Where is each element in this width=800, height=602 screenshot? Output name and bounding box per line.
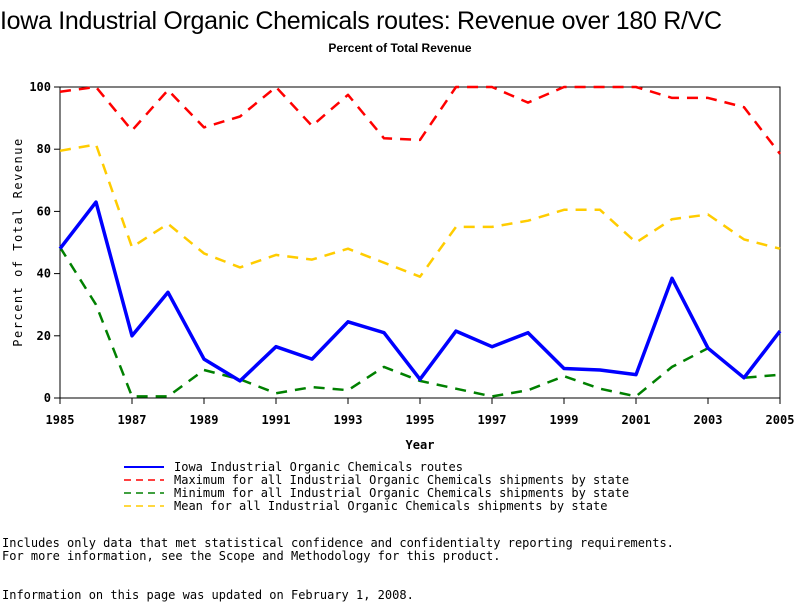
y-axis-label: Percent of Total Revenue: [11, 137, 25, 346]
chart-title: Iowa Industrial Organic Chemicals routes…: [0, 7, 722, 35]
x-tick-label: 1985: [46, 413, 75, 427]
x-tick-label: 2001: [622, 413, 651, 427]
y-tick-label: 60: [37, 204, 51, 218]
x-tick-label: 1991: [262, 413, 291, 427]
legend-label: Minimum for all Industrial Organic Chemi…: [174, 486, 629, 500]
x-tick-label: 1995: [406, 413, 435, 427]
x-axis-ticks: 1985 1987 1989 1991 1993 1995 1997 1999 2001 2003…: [46, 398, 795, 427]
x-tick-label: 2003: [694, 413, 723, 427]
series-lines: [58, 85, 782, 398]
series-line-1: [59, 85, 781, 155]
legend: Iowa Industrial Organic Chemicals routes…: [124, 460, 629, 513]
plot-frame: [59, 86, 781, 399]
y-tick-label: 80: [37, 142, 51, 156]
x-tick-label: 1997: [478, 413, 507, 427]
x-tick-label: 1999: [550, 413, 579, 427]
x-tick-label: 1987: [118, 413, 147, 427]
series-line-2: [58, 246, 781, 398]
y-tick-label: 0: [44, 391, 51, 405]
x-tick-label: 1993: [334, 413, 363, 427]
x-tick-label: 2005: [766, 413, 795, 427]
y-tick-label: 40: [37, 267, 51, 281]
series-line-3: [59, 143, 781, 278]
legend-label: Iowa Industrial Organic Chemicals routes: [174, 460, 463, 474]
x-axis-label: Year: [406, 438, 435, 452]
footnote-updated: Information on this page was updated on …: [2, 588, 414, 602]
legend-label: Mean for all Industrial Organic Chemical…: [174, 499, 607, 513]
footnote-confidence: Includes only data that met statistical …: [2, 536, 674, 550]
footnote-methodology: For more information, see the Scope and …: [2, 549, 501, 563]
series-line-0: [58, 200, 782, 383]
y-axis-ticks: 0 20 40 60 80 100: [29, 80, 60, 405]
legend-label: Maximum for all Industrial Organic Chemi…: [174, 473, 629, 487]
chart-subtitle: Percent of Total Revenue: [328, 41, 472, 55]
x-tick-label: 1989: [190, 413, 219, 427]
y-tick-label: 20: [37, 329, 51, 343]
y-tick-label: 100: [29, 80, 51, 94]
